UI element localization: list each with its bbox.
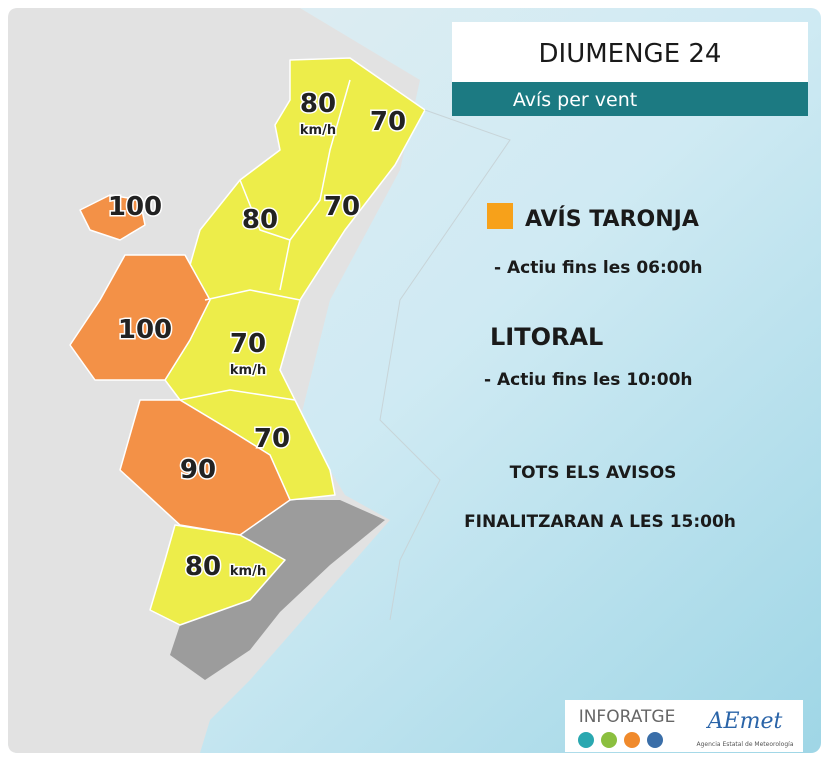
- zone-value: 80: [242, 205, 278, 235]
- page: DIUMENGE 24 Avís per vent AVÍS TARONJA -…: [0, 0, 829, 761]
- coast-note: - Actiu fins les 10:00h: [484, 370, 693, 390]
- zone-value: 90: [180, 455, 216, 485]
- zone-value: 80: [185, 552, 221, 582]
- zone-value: 70: [254, 424, 290, 454]
- inforatge-logo: INFORATGE: [579, 707, 676, 727]
- zone-unit: km/h: [230, 363, 266, 378]
- zone-unit: km/h: [230, 564, 266, 579]
- aemet-caption: Agencia Estatal de Meteorología: [697, 741, 794, 748]
- zone-unit: km/h: [300, 123, 336, 138]
- title: DIUMENGE 24: [539, 39, 722, 69]
- zone-value: 70: [230, 329, 266, 359]
- aemet-logo: AEmet: [706, 709, 783, 734]
- map: DIUMENGE 24 Avís per vent AVÍS TARONJA -…: [0, 0, 829, 761]
- subtitle: Avís per vent: [513, 89, 637, 111]
- zone-value: 70: [370, 107, 406, 137]
- warning-label: AVÍS TARONJA: [525, 206, 699, 232]
- warning-swatch: [487, 203, 513, 229]
- zone-value: 80: [300, 89, 336, 119]
- zone-value: 100: [108, 192, 162, 222]
- warning-note: - Actiu fins les 06:00h: [494, 258, 703, 278]
- zone-value: 100: [118, 315, 172, 345]
- zone-value: 70: [324, 192, 360, 222]
- footer-line: TOTS ELS AVISOS: [510, 463, 677, 483]
- coast-label: LITORAL: [490, 323, 603, 351]
- footer-line: FINALITZARAN A LES 15:00h: [464, 512, 736, 532]
